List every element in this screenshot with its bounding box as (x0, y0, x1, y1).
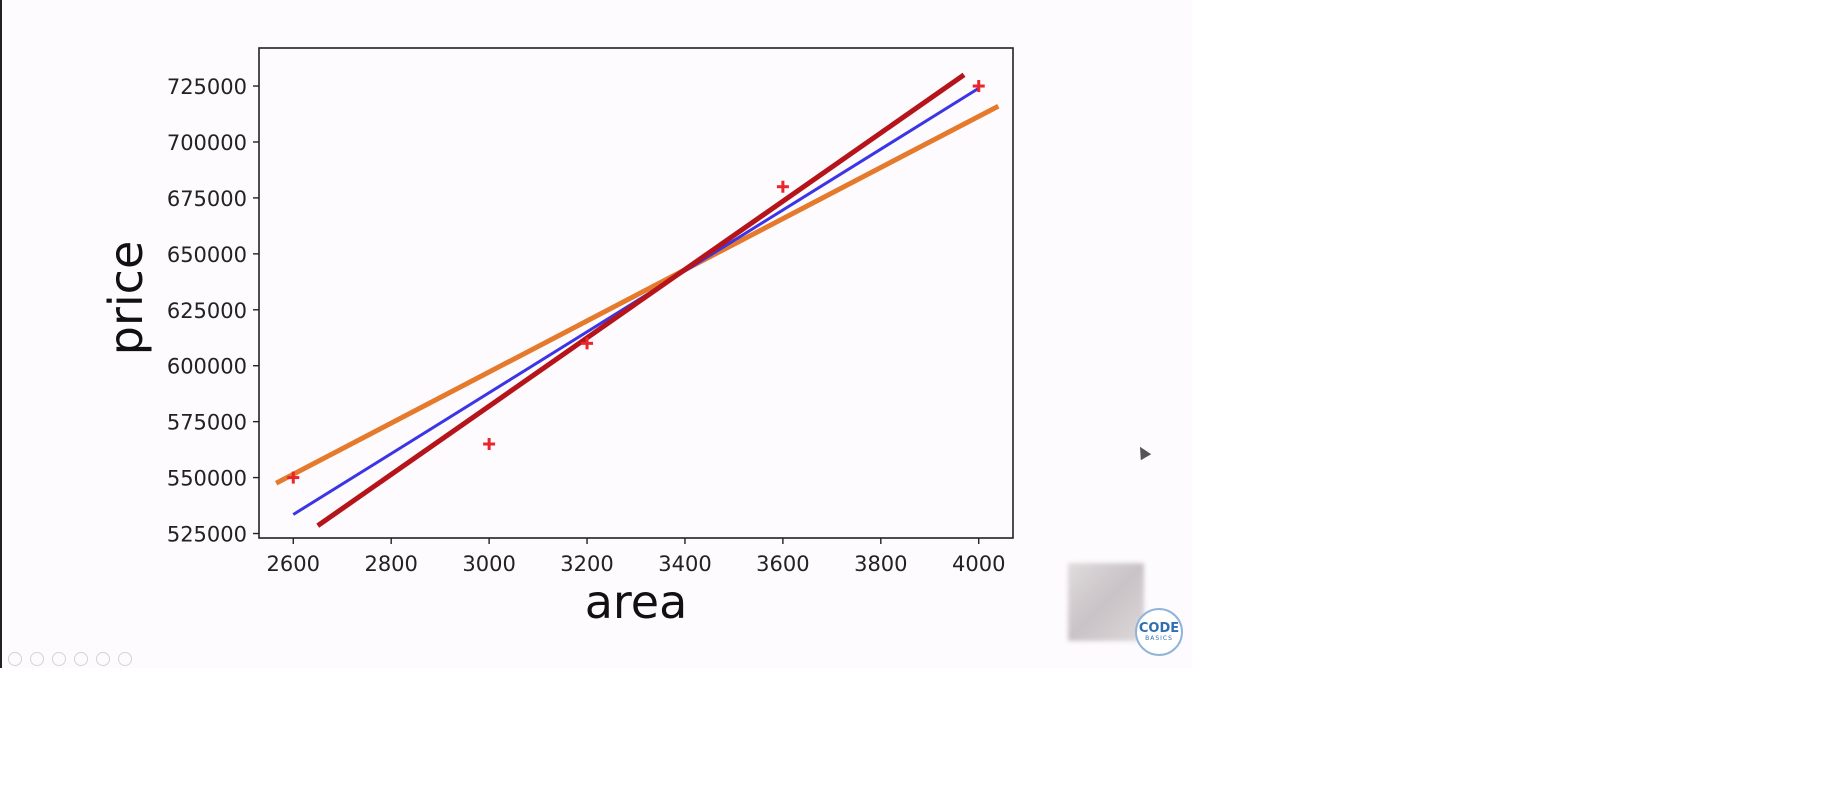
x-axis-ticks: 2600 2800 3000 3200 3400 3600 3800 4000 (267, 538, 1005, 576)
y-tick-label: 675000 (167, 187, 247, 211)
slides-icon[interactable] (74, 652, 88, 666)
data-points (287, 80, 985, 484)
presenter-thumbnail (1068, 563, 1144, 641)
data-point (483, 438, 496, 451)
plot-frame (258, 47, 1014, 539)
x-tick-label: 3600 (756, 552, 809, 576)
y-tick-label: 600000 (167, 355, 247, 379)
data-point (776, 180, 789, 193)
data-point (287, 471, 300, 484)
fit-line (274, 103, 1000, 486)
y-tick-label: 625000 (167, 299, 247, 323)
x-tick-label: 3000 (462, 552, 515, 576)
x-tick-label: 2800 (364, 552, 417, 576)
y-tick-label: 575000 (167, 411, 247, 435)
x-tick-label: 2600 (267, 552, 320, 576)
y-tick-label: 700000 (167, 131, 247, 155)
pen-icon[interactable] (52, 652, 66, 666)
code-basics-logo: CODE BASICS (1135, 608, 1183, 656)
y-axis-label: price (99, 241, 153, 355)
y-axis-ticks: 525000 550000 575000 600000 625000 650000 6750… (167, 75, 259, 547)
slide-area: 2600 2800 3000 3200 3400 3600 3800 4000 525000 5… (0, 0, 1183, 668)
zoom-icon[interactable] (96, 652, 110, 666)
x-axis-label: area (585, 575, 688, 629)
y-tick-label: 650000 (167, 243, 247, 267)
x-tick-label: 3200 (560, 552, 613, 576)
data-point (581, 337, 594, 350)
y-tick-label: 550000 (167, 467, 247, 491)
x-tick-label: 4000 (952, 552, 1005, 576)
logo-text-basics: BASICS (1145, 635, 1173, 642)
next-slide-icon[interactable] (30, 652, 44, 666)
x-tick-label: 3400 (658, 552, 711, 576)
x-tick-label: 3800 (854, 552, 907, 576)
chart: 2600 2800 3000 3200 3400 3600 3800 4000 5250005… (99, 47, 1014, 629)
y-tick-label: 725000 (167, 75, 247, 99)
y-tick-label: 525000 (167, 523, 247, 547)
fit-lines (274, 72, 1000, 528)
previous-slide-icon[interactable] (8, 652, 22, 666)
logo-text-code: CODE (1138, 621, 1180, 636)
more-options-icon[interactable] (118, 652, 132, 666)
data-point (972, 80, 985, 93)
slideshow-toolbar (8, 652, 132, 668)
fit-line (316, 72, 966, 528)
